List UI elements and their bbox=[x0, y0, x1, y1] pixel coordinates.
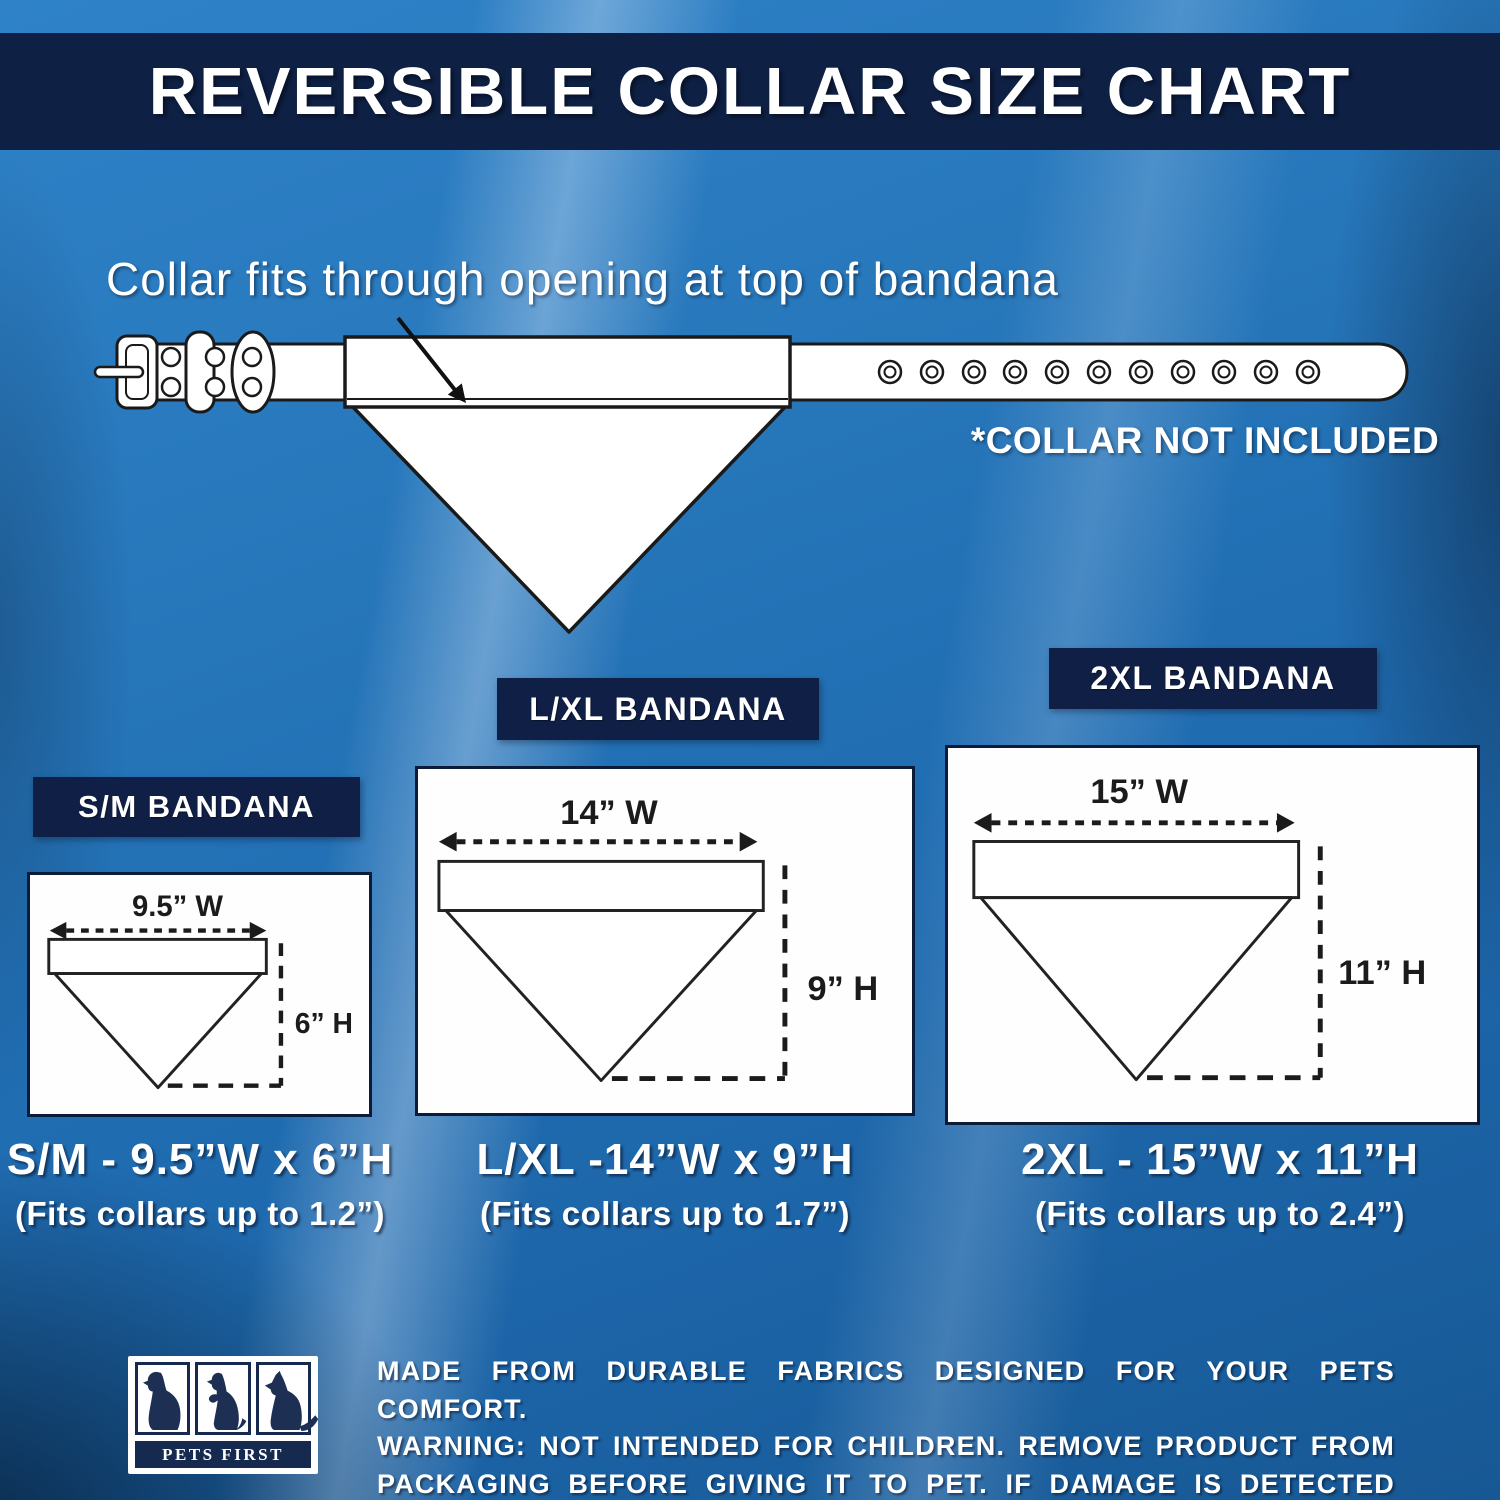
2xl-width-arrow bbox=[973, 812, 1295, 833]
sm-size-caption: S/M - 9.5”W x 6”H (Fits collars up to 1.… bbox=[5, 1134, 395, 1234]
bandana-sleeve bbox=[343, 335, 792, 409]
collar-not-included-note: *COLLAR NOT INCLUDED bbox=[970, 420, 1440, 461]
sm-triangle-outline bbox=[53, 972, 263, 1090]
2xl-width-label: 15” W bbox=[1090, 773, 1188, 811]
pets-first-logo: PETS FIRST bbox=[128, 1356, 318, 1474]
buckle-holes bbox=[160, 346, 263, 398]
sm-fits-line: (Fits collars up to 1.2”) bbox=[14, 1195, 386, 1232]
warning-line: PACKAGING BEFORE GIVING IT TO PET. IF DA… bbox=[377, 1468, 1395, 1499]
2xl-sleeve-outline bbox=[972, 840, 1301, 900]
brand-name: PETS FIRST bbox=[162, 1444, 284, 1464]
sm-bandana-header: S/M BANDANA bbox=[33, 777, 360, 837]
lxl-fits-line: (Fits collars up to 1.7”) bbox=[479, 1195, 851, 1232]
logo-dog-frames bbox=[135, 1362, 318, 1435]
2xl-size-caption: 2XL - 15”W x 11”H (Fits collars up to 2.… bbox=[1020, 1134, 1420, 1234]
dog-frame-2 bbox=[195, 1362, 251, 1435]
begging-dog-icon bbox=[207, 1372, 247, 1431]
2xl-size-line: 2XL - 15”W x 11”H bbox=[1021, 1135, 1419, 1184]
collar-caption: Collar fits through opening at top of ba… bbox=[106, 253, 1059, 305]
keeper-loop bbox=[184, 330, 216, 414]
sm-width-label: 9.5” W bbox=[132, 891, 223, 923]
lxl-bandana-header: L/XL BANDANA bbox=[497, 678, 819, 740]
sitting-dog-icon bbox=[142, 1371, 181, 1431]
2xl-triangle-outline bbox=[979, 896, 1294, 1082]
lxl-width-label: 14” W bbox=[560, 794, 658, 832]
2xl-height-label: 11” H bbox=[1338, 954, 1426, 992]
2xl-bandana-header: 2XL BANDANA bbox=[1049, 648, 1377, 709]
sm-height-label: 6” H bbox=[295, 1007, 353, 1039]
eyelets bbox=[877, 359, 1321, 385]
lxl-triangle-outline bbox=[444, 909, 758, 1083]
logo-wordmark-band: PETS FIRST bbox=[135, 1441, 311, 1468]
dog-frame-1 bbox=[135, 1362, 191, 1435]
collar-ring bbox=[230, 330, 276, 414]
sm-size-line: S/M - 9.5”W x 6”H bbox=[6, 1135, 394, 1184]
2xl-bandana-diagram: 15” W 11” H bbox=[945, 745, 1480, 1125]
lxl-width-arrow bbox=[438, 831, 758, 852]
pointer-arrow bbox=[396, 316, 466, 403]
warning-line: WARNING: NOT INTENDED FOR CHILDREN. REMO… bbox=[377, 1431, 1395, 1461]
buckle bbox=[93, 334, 159, 410]
warning-text: MADE FROM DURABLE FABRICS DESIGNED FOR Y… bbox=[377, 1353, 1395, 1500]
dog-frame-3 bbox=[255, 1362, 318, 1435]
lxl-height-label: 9” H bbox=[808, 970, 879, 1008]
shepherd-dog-icon bbox=[264, 1370, 318, 1432]
sm-bandana-diagram: 9.5” W 6” H bbox=[27, 872, 372, 1117]
lxl-sleeve-outline bbox=[437, 859, 765, 913]
warning-line: MADE FROM DURABLE FABRICS DESIGNED FOR Y… bbox=[377, 1356, 1395, 1424]
lxl-size-caption: L/XL -14”W x 9”H (Fits collars up to 1.7… bbox=[465, 1134, 865, 1234]
title-banner: REVERSIBLE COLLAR SIZE CHART bbox=[0, 33, 1500, 150]
lxl-size-line: L/XL -14”W x 9”H bbox=[476, 1135, 854, 1184]
lxl-bandana-diagram: 14” W 9” H bbox=[415, 766, 915, 1116]
bandana-triangle bbox=[350, 404, 788, 634]
sm-width-arrow bbox=[49, 921, 267, 940]
page-title: REVERSIBLE COLLAR SIZE CHART bbox=[148, 54, 1352, 129]
sm-sleeve-outline bbox=[47, 937, 268, 975]
2xl-fits-line: (Fits collars up to 2.4”) bbox=[1034, 1195, 1406, 1232]
collar-illustration bbox=[93, 316, 1409, 634]
